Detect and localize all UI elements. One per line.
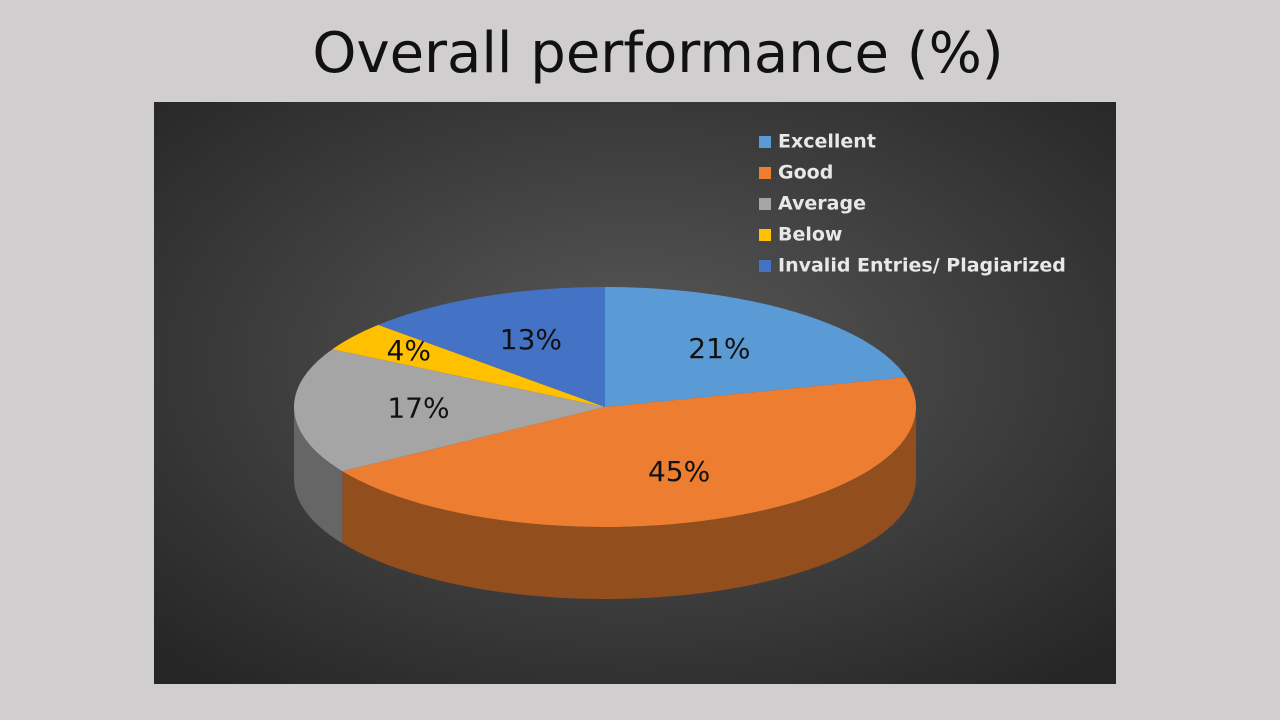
slice-side bbox=[342, 407, 916, 599]
data-label: 45% bbox=[648, 455, 710, 488]
chart-title: Overall performance (%) bbox=[312, 21, 1003, 86]
legend-label: Below bbox=[778, 224, 843, 246]
legend-label: Excellent bbox=[778, 131, 876, 153]
legend-swatch bbox=[759, 167, 771, 179]
data-label: 17% bbox=[387, 391, 449, 424]
slice bbox=[342, 377, 916, 527]
slice-side bbox=[294, 407, 343, 544]
slice bbox=[332, 324, 605, 407]
slice bbox=[605, 287, 907, 407]
legend-swatch bbox=[759, 229, 771, 241]
pie-sides bbox=[294, 407, 916, 599]
legend-label: Good bbox=[778, 162, 833, 184]
legend-label: Average bbox=[778, 193, 866, 215]
data-label: 21% bbox=[688, 332, 750, 365]
pie-tops: 21%45%17%4% 13% bbox=[294, 287, 916, 527]
legend-swatch bbox=[759, 136, 771, 148]
data-label: 13% bbox=[500, 323, 562, 356]
legend: Excellent Good Average Below Invalid Entries… bbox=[759, 131, 1066, 277]
slice bbox=[378, 287, 605, 407]
legend-swatch bbox=[759, 198, 771, 210]
legend-swatch bbox=[759, 260, 771, 272]
slice bbox=[294, 349, 605, 472]
legend-label: Invalid Entries/ Plagiarized bbox=[778, 255, 1066, 277]
